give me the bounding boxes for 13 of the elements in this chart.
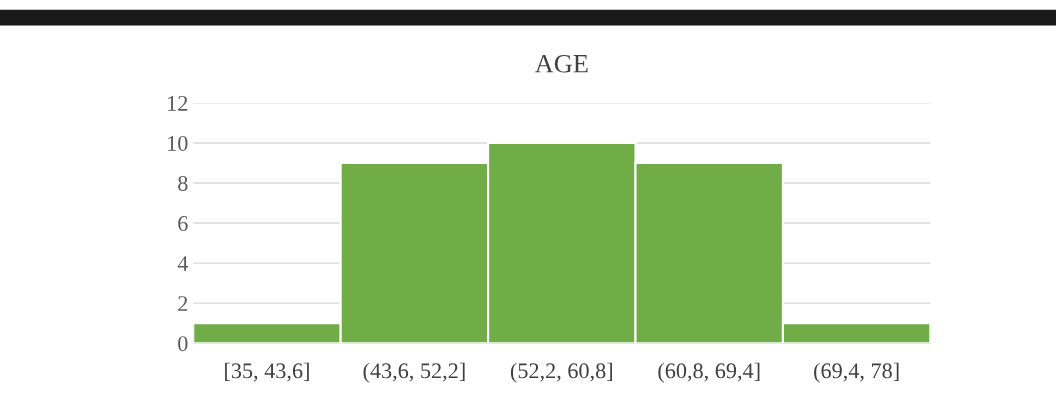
y-tick-label: 2 — [178, 296, 188, 311]
y-tick-label: 0 — [178, 336, 188, 352]
y-tick-label: 10 — [168, 135, 188, 151]
x-tick-label: [35, 43,6] — [225, 362, 309, 382]
y-tick-label: 12 — [168, 95, 188, 111]
x-tick-label: (69,4, 78] — [814, 362, 899, 383]
x-tick-label: (43,6, 52,2] — [363, 362, 465, 383]
x-tick-label: (52,2, 60,8] — [510, 362, 612, 383]
y-tick-label: 4 — [177, 256, 189, 271]
y-tick-label: 6 — [178, 216, 188, 231]
y-tick-label: 8 — [178, 175, 188, 191]
chart-title: AGE — [534, 54, 588, 73]
x-tick-label: (60,8, 69,4] — [658, 362, 760, 383]
